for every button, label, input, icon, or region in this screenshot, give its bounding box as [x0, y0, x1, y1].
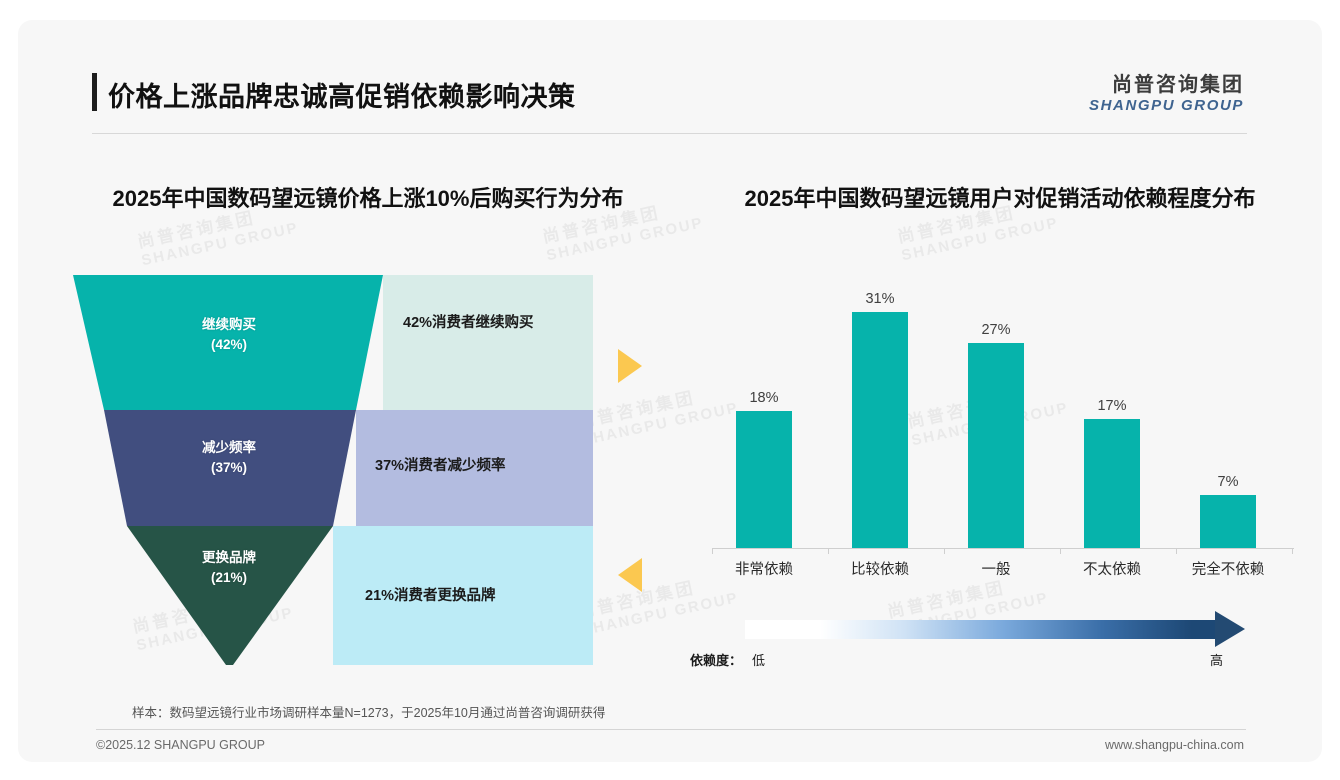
bar-column[interactable]: 18%	[712, 290, 816, 548]
bar-column[interactable]: 27%	[944, 290, 1048, 548]
funnel-annotation-panel	[333, 526, 593, 665]
brand-logo: 尚普咨询集团 SHANGPU GROUP	[1089, 74, 1244, 115]
axis-tick	[1292, 548, 1293, 554]
arrow-left-icon	[618, 558, 642, 592]
bar-column[interactable]: 31%	[828, 290, 932, 548]
funnel-chart: 继续购买 (42%) 42%消费者继续购买 减少频率 (37%) 37%消费者减少频…	[73, 275, 643, 665]
title-accent-bar	[92, 73, 97, 111]
arrow-head-icon	[1215, 611, 1245, 647]
axis-tick	[828, 548, 829, 554]
legend-title: 依赖度：	[690, 653, 743, 668]
bar-rect[interactable]	[968, 343, 1024, 548]
arrow-right-icon	[618, 349, 642, 383]
page-title: 价格上涨品牌忠诚高促销依赖影响决策	[108, 82, 576, 112]
funnel-annotation-text: 42%消费者继续购买	[403, 315, 534, 331]
right-chart-panel: 2025年中国数码望远镜用户对促销活动依赖程度分布	[690, 170, 1310, 680]
header-divider	[92, 133, 1247, 134]
axis-tick	[712, 548, 713, 554]
bar-category-label: 不太依赖	[1083, 562, 1141, 578]
footer-website[interactable]: www.shangpu-china.com	[1105, 738, 1244, 752]
bar-category-label: 完全不依赖	[1191, 562, 1265, 578]
legend-low-label: 低	[752, 653, 766, 668]
bar-rect[interactable]	[736, 411, 792, 548]
bar-rect[interactable]	[1084, 419, 1140, 548]
bar-value-label: 7%	[1217, 474, 1239, 490]
funnel-annotation-panel	[383, 275, 593, 410]
footer-divider	[96, 729, 1246, 730]
funnel-segment[interactable]: 继续购买 (42%) 42%消费者继续购买	[73, 275, 593, 410]
left-chart-panel: 2025年中国数码望远镜价格上涨10%后购买行为分布	[58, 170, 678, 680]
bar-category-label: 非常依赖	[735, 562, 793, 578]
footer-copyright: ©2025.12 SHANGPU GROUP	[96, 738, 265, 752]
axis-tick	[1176, 548, 1177, 554]
right-chart-title: 2025年中国数码望远镜用户对促销活动依赖程度分布	[744, 186, 1256, 211]
funnel-shape-2	[104, 410, 356, 526]
funnel-segment-label: 更换品牌 (21%)	[202, 550, 256, 585]
bar-column[interactable]: 17%	[1060, 290, 1164, 548]
axis-tick	[1060, 548, 1061, 554]
bar-plot-area: 18% 31% 27% 17% 7%	[708, 290, 1298, 548]
left-chart-title: 2025年中国数码望远镜价格上涨10%后购买行为分布	[112, 186, 624, 211]
funnel-annotation-panel	[356, 410, 593, 526]
bar-category-label: 比较依赖	[851, 562, 909, 578]
bar-category-label: 一般	[981, 562, 1011, 578]
bar-value-label: 31%	[865, 291, 895, 307]
brand-name-cn: 尚普咨询集团	[1112, 74, 1244, 96]
bar-value-label: 27%	[981, 322, 1011, 338]
funnel-shape-1	[73, 275, 383, 410]
bar-axis-line	[712, 548, 1294, 549]
legend-high-label: 高	[1210, 653, 1224, 668]
bar-column[interactable]: 7%	[1176, 290, 1280, 548]
dependence-bar-chart: 18% 31% 27% 17% 7%	[708, 290, 1298, 590]
slide-canvas: 价格上涨品牌忠诚高促销依赖影响决策 尚普咨询集团 SHANGPU GROUP 尚…	[18, 20, 1322, 762]
funnel-segment[interactable]: 更换品牌 (21%) 21%消费者更换品牌	[73, 526, 593, 665]
bar-rect[interactable]	[1200, 495, 1256, 548]
dependence-gradient-legend: 依赖度： 低 高	[690, 611, 1310, 676]
funnel-segment[interactable]: 减少频率 (37%) 37%消费者减少频率	[73, 410, 593, 526]
funnel-segment-label: 继续购买 (42%)	[202, 317, 256, 352]
bar-rect[interactable]	[852, 312, 908, 548]
bar-value-label: 18%	[749, 390, 779, 406]
bar-value-label: 17%	[1097, 398, 1127, 414]
funnel-segment-label: 减少频率 (37%)	[202, 440, 256, 475]
funnel-shape-3	[127, 526, 333, 665]
slide-header: 价格上涨品牌忠诚高促销依赖影响决策 尚普咨询集团 SHANGPU GROUP	[18, 20, 1322, 134]
axis-tick	[944, 548, 945, 554]
gradient-bar	[745, 620, 1215, 639]
funnel-annotation-text: 21%消费者更换品牌	[365, 588, 496, 604]
sample-footnote: 样本：数码望远镜行业市场调研样本量N=1273，于2025年10月通过尚普咨询调…	[132, 706, 606, 720]
funnel-annotation-text: 37%消费者减少频率	[375, 458, 506, 474]
brand-name-en: SHANGPU GROUP	[1089, 97, 1244, 114]
